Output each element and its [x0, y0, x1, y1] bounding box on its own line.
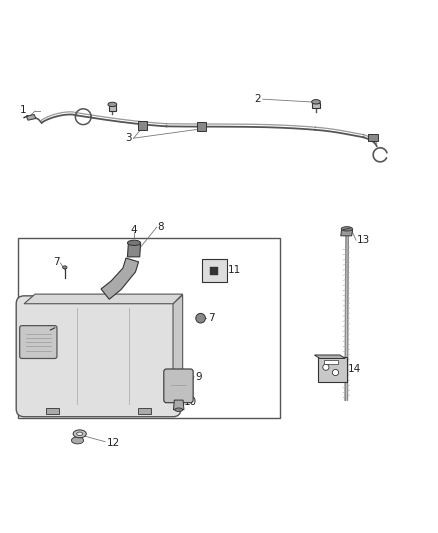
Ellipse shape [108, 102, 117, 107]
Bar [324, 360, 338, 364]
Circle shape [332, 369, 339, 376]
Polygon shape [312, 103, 320, 108]
Text: 14: 14 [348, 365, 361, 374]
Ellipse shape [311, 100, 320, 104]
Ellipse shape [71, 437, 84, 444]
Polygon shape [173, 295, 183, 400]
Text: 12: 12 [106, 438, 120, 448]
Polygon shape [173, 400, 184, 410]
Text: 9: 9 [195, 372, 201, 382]
Polygon shape [109, 106, 116, 110]
Ellipse shape [63, 266, 67, 269]
Circle shape [323, 364, 329, 370]
FancyBboxPatch shape [20, 326, 57, 359]
Text: 4: 4 [130, 225, 137, 235]
Text: 1: 1 [20, 104, 26, 115]
Bar [18, 238, 280, 418]
Polygon shape [197, 122, 206, 131]
Ellipse shape [341, 227, 353, 231]
Polygon shape [138, 121, 147, 130]
Ellipse shape [175, 408, 183, 411]
Text: 10: 10 [184, 397, 197, 407]
Polygon shape [26, 115, 36, 120]
Ellipse shape [77, 432, 83, 435]
FancyBboxPatch shape [16, 296, 181, 417]
Bar [210, 268, 218, 275]
Polygon shape [127, 244, 141, 257]
Text: 7: 7 [208, 313, 215, 323]
Text: 8: 8 [158, 222, 164, 232]
Text: 2: 2 [254, 94, 261, 104]
FancyBboxPatch shape [318, 357, 347, 382]
FancyBboxPatch shape [202, 259, 227, 282]
Polygon shape [101, 258, 138, 299]
Polygon shape [24, 294, 183, 304]
Text: 7: 7 [53, 257, 60, 267]
Polygon shape [341, 230, 353, 236]
Polygon shape [314, 355, 345, 359]
Ellipse shape [127, 240, 141, 246]
Bar [138, 408, 151, 414]
Text: 3: 3 [125, 133, 131, 143]
Bar [46, 408, 59, 414]
Ellipse shape [73, 430, 86, 438]
Polygon shape [368, 134, 378, 141]
Circle shape [196, 313, 205, 323]
Text: 13: 13 [357, 235, 370, 245]
FancyBboxPatch shape [164, 369, 193, 403]
Text: 11: 11 [228, 265, 241, 275]
